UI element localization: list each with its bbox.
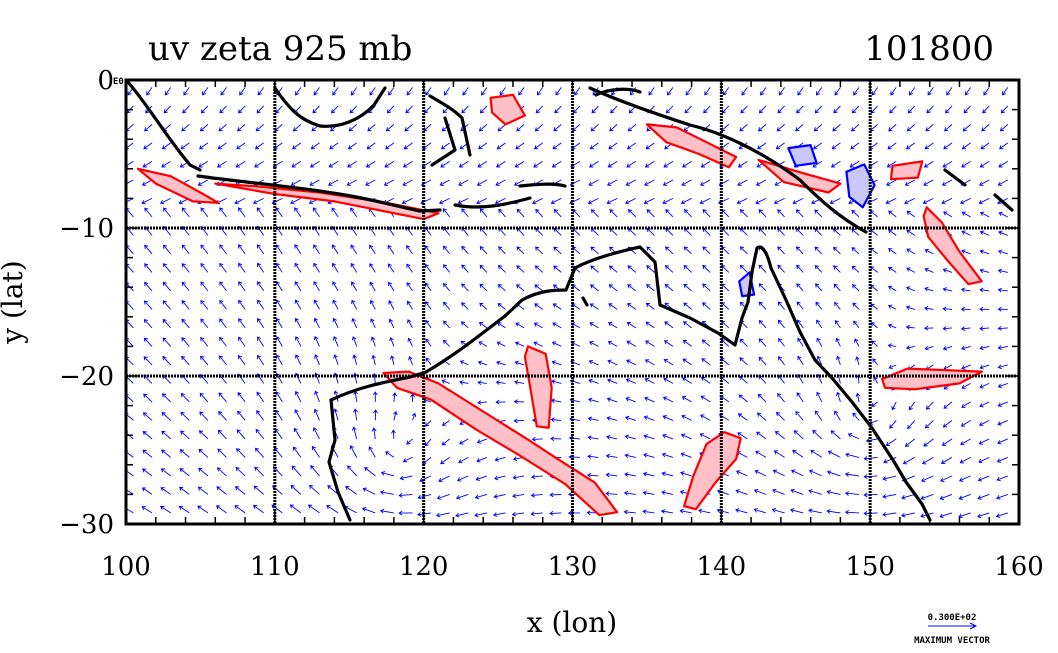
positive-vorticity-contour (889, 160, 924, 181)
y-tick-labels: 0 −10 −20 −30 (59, 66, 114, 540)
corner-label: E0 (113, 77, 124, 87)
coast-new-guinea (588, 86, 868, 234)
coast-sumatra (126, 80, 202, 172)
wind-vector-field (126, 87, 1009, 519)
x-tick-label: 150 (845, 552, 895, 582)
reference-vector-caption: MAXIMUM VECTOR (914, 636, 990, 646)
x-tick-label: 100 (101, 552, 151, 582)
negative-vorticity-contour (845, 163, 876, 209)
y-tick-label: 0 (97, 66, 114, 96)
positive-vorticity-contour (683, 431, 742, 511)
positive-vorticity-contour (881, 367, 983, 391)
time-label: 101800 (864, 29, 994, 69)
positive-vorticity-contour (382, 370, 619, 517)
reference-vector-key: 0.300E+02 MAXIMUM VECTOR (914, 613, 990, 646)
reference-vector-arrowhead (969, 622, 978, 630)
reference-vector-magnitude: 0.300E+02 (928, 613, 977, 623)
positive-vorticity-contour (136, 167, 220, 204)
wind-vectors (126, 87, 1009, 519)
positive-vorticity-contour (523, 345, 553, 429)
y-tick-label: −20 (59, 362, 114, 392)
x-tick-labels: 100 110 120 130 140 150 160 (101, 552, 1044, 582)
coast-java (196, 174, 442, 213)
positive-vorticity-contour (757, 158, 842, 194)
coast-west-australia-south (327, 398, 352, 522)
positive-vorticity-contour (645, 123, 738, 169)
lat-lon-grid (126, 80, 1019, 524)
y-axis-label: y (lat) (0, 260, 29, 344)
y-tick-label: −10 (59, 214, 114, 244)
y-tick-label: −30 (59, 510, 114, 540)
coast-solomons (943, 168, 1014, 212)
coast-bird-head (594, 87, 642, 97)
x-tick-label: 160 (994, 552, 1044, 582)
negative-vorticity-contour (787, 144, 818, 167)
axis-ticks (125, 79, 1020, 525)
positive-vorticity-contour (214, 182, 440, 221)
x-tick-label: 120 (399, 552, 449, 582)
chart-title: uv zeta 925 mb (148, 29, 412, 69)
x-tick-label: 110 (250, 552, 300, 582)
coast-lesser-sunda (453, 182, 567, 209)
coast-borneo (273, 86, 387, 128)
coast-gulf-islands (581, 296, 589, 307)
vorticity-contours (136, 93, 983, 517)
x-axis-label: x (lon) (527, 606, 617, 639)
x-tick-label: 140 (697, 552, 747, 582)
x-tick-label: 130 (548, 552, 598, 582)
positive-vorticity-contour (922, 206, 983, 286)
coast-sulawesi (428, 94, 472, 167)
positive-vorticity-contour (489, 93, 526, 126)
